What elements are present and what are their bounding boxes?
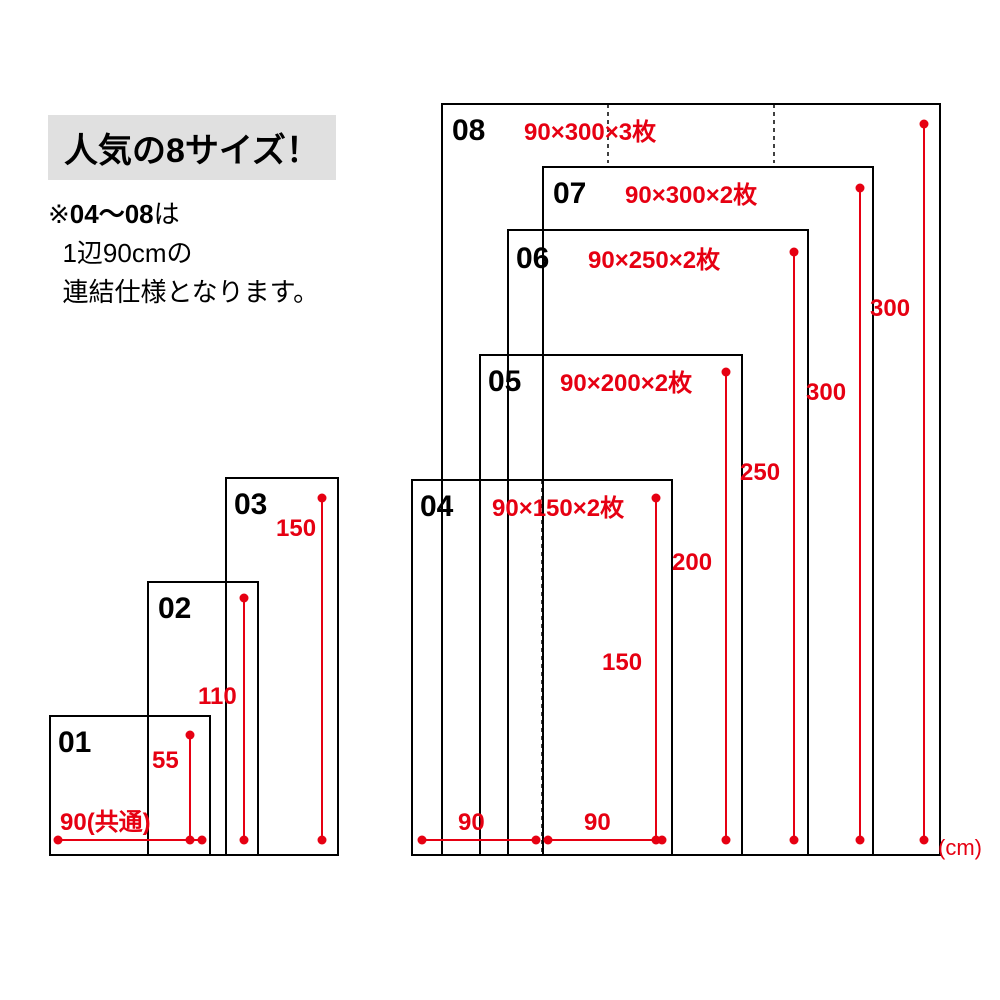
height-label: 300 [870, 295, 910, 322]
unit-label: (cm) [938, 835, 982, 860]
height-label: 150 [276, 515, 316, 542]
width-label: 90 [584, 809, 611, 836]
box-id-04: 04 [420, 490, 454, 523]
diagram-svg: 04 90×150×2枚 150 90 90 05 90×200×2枚 200 06 90×250… [0, 0, 1000, 1000]
box-dim-06: 90×250×2枚 [588, 246, 720, 274]
width-label: 90(共通) [60, 809, 151, 836]
size-box-06 [508, 230, 808, 855]
box-dim-05: 90×200×2枚 [560, 369, 692, 397]
box-id-03: 03 [234, 488, 267, 521]
box-dim-08: 90×300×3枚 [524, 118, 656, 146]
box-dim-07: 90×300×2枚 [625, 181, 757, 209]
box-id-06: 06 [516, 242, 549, 275]
box-id-08: 08 [452, 114, 485, 147]
height-label: 200 [672, 549, 712, 576]
width-label: 90 [458, 809, 485, 836]
height-label: 55 [152, 747, 179, 774]
height-label: 250 [740, 459, 780, 486]
height-label: 150 [602, 649, 642, 676]
height-label: 300 [806, 379, 846, 406]
box-id-05: 05 [488, 365, 521, 398]
height-label: 110 [198, 683, 237, 710]
box-dim-04: 90×150×2枚 [492, 494, 624, 522]
box-id-02: 02 [158, 592, 191, 625]
size-box-05 [480, 355, 742, 855]
box-id-07: 07 [553, 177, 586, 210]
box-id-01: 01 [58, 726, 91, 759]
